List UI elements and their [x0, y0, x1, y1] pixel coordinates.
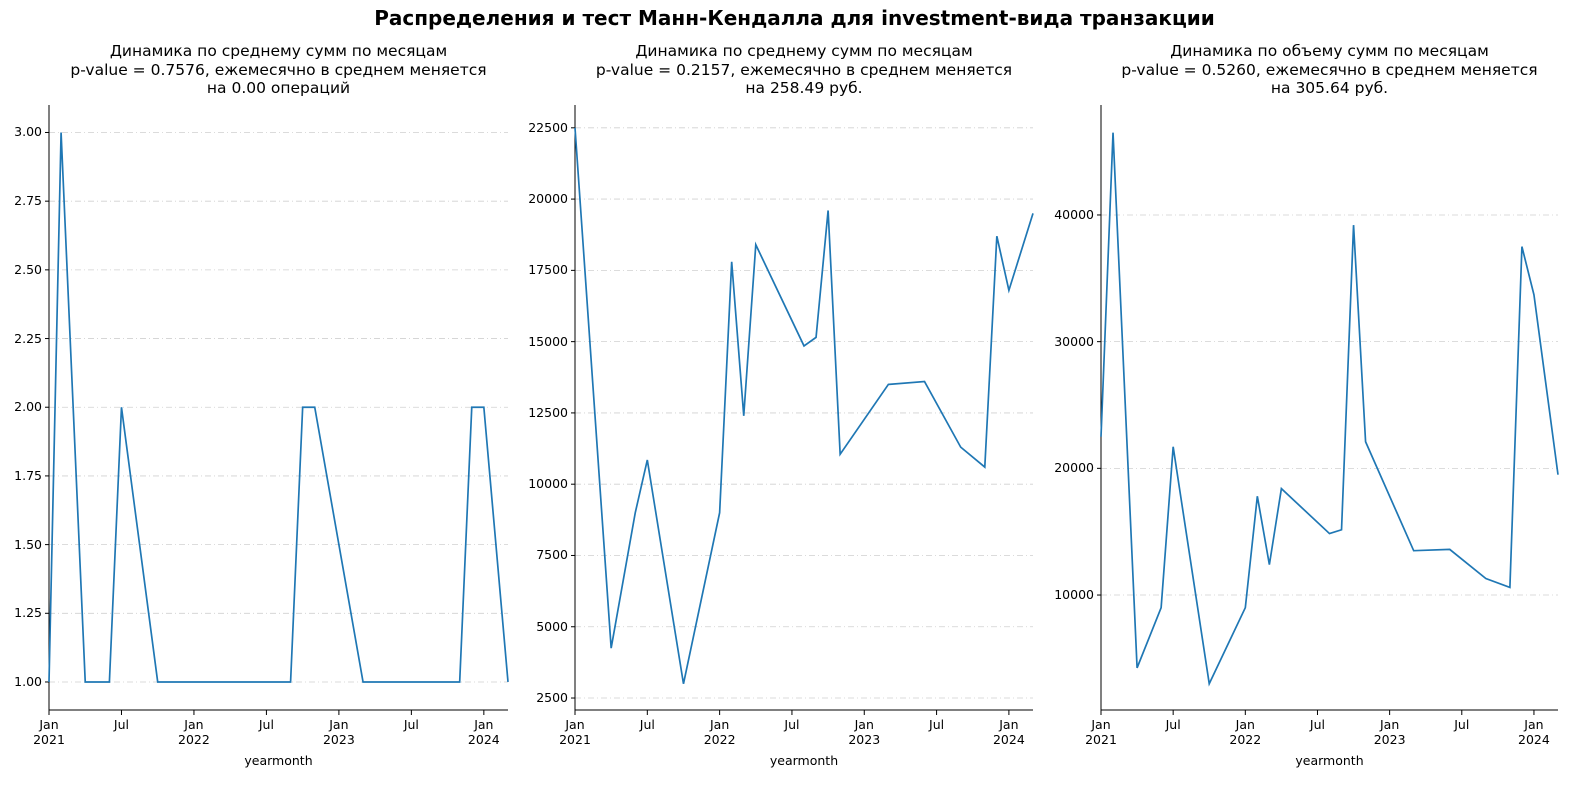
x-axis-label: yearmonth — [1295, 753, 1364, 768]
x-tick-label: Jan 2024 — [992, 717, 1025, 747]
x-tick-label: Jul — [1165, 717, 1181, 732]
x-tick-label: Jul — [113, 717, 130, 732]
data-line — [574, 127, 1034, 684]
y-tick-label: 1.50 — [14, 536, 42, 552]
x-axis-label: yearmonth — [769, 753, 839, 768]
y-tick-label: 2.75 — [14, 193, 42, 209]
x-tick-label: Jan 2023 — [848, 717, 881, 747]
x-tick-label: Jul — [1309, 717, 1326, 732]
y-tick-label: 20000 — [1054, 460, 1094, 476]
x-tick-label: Jan 2024 — [467, 717, 500, 747]
y-tick-label: 1.25 — [14, 605, 42, 621]
x-tick-label: Jul — [403, 717, 419, 732]
y-tick-label: 1.00 — [14, 673, 42, 689]
x-tick-label: Jul — [784, 717, 800, 732]
x-tick-label: Jan 2023 — [1373, 717, 1406, 747]
y-tick-label: 22500 — [528, 119, 568, 135]
y-tick-label: 2500 — [536, 690, 568, 706]
x-tick-label: Jul — [929, 717, 945, 732]
x-tick-label: Jan 2024 — [1518, 717, 1550, 747]
y-tick-label: 2.25 — [14, 330, 42, 346]
y-tick-label: 3.00 — [14, 124, 42, 140]
data-line — [48, 132, 509, 683]
y-tick-label: 10000 — [528, 476, 568, 492]
x-tick-label: Jul — [1454, 717, 1470, 732]
x-tick-label: Jan 2022 — [178, 717, 210, 747]
y-tick-label: 17500 — [528, 262, 568, 278]
y-tick-label: 30000 — [1054, 333, 1094, 349]
x-tick-label: Jan 2022 — [703, 717, 736, 747]
y-tick-label: 7500 — [536, 547, 568, 563]
subplot-title: Динамика по среднему сумм по месяцам p-v… — [595, 42, 1013, 98]
figure-title: Распределения и тест Манн-Кендалла для i… — [374, 6, 1215, 30]
y-tick-label: 20000 — [528, 191, 568, 207]
x-tick-label: Jan 2021 — [1085, 717, 1117, 747]
subplot-title: Динамика по объему сумм по месяцам p-val… — [1121, 42, 1538, 98]
y-tick-label: 15000 — [528, 333, 568, 349]
x-tick-label: Jan 2021 — [33, 717, 65, 747]
data-line — [1100, 132, 1559, 687]
subplot-title: Динамика по среднему сумм по месяцам p-v… — [70, 42, 487, 98]
y-tick-label: 1.75 — [14, 467, 42, 483]
y-tick-label: 10000 — [1054, 587, 1094, 603]
y-tick-label: 2.00 — [14, 399, 42, 415]
x-tick-label: Jul — [639, 717, 655, 732]
x-tick-label: Jan 2021 — [559, 717, 591, 747]
y-tick-label: 12500 — [528, 404, 568, 420]
x-axis-label: yearmonth — [244, 753, 313, 768]
y-tick-label: 2.50 — [14, 261, 42, 277]
x-tick-label: Jan 2023 — [322, 717, 355, 747]
x-tick-label: Jan 2022 — [1229, 717, 1262, 747]
y-tick-label: 40000 — [1054, 206, 1094, 222]
y-tick-label: 5000 — [536, 618, 568, 634]
x-tick-label: Jul — [258, 717, 274, 732]
